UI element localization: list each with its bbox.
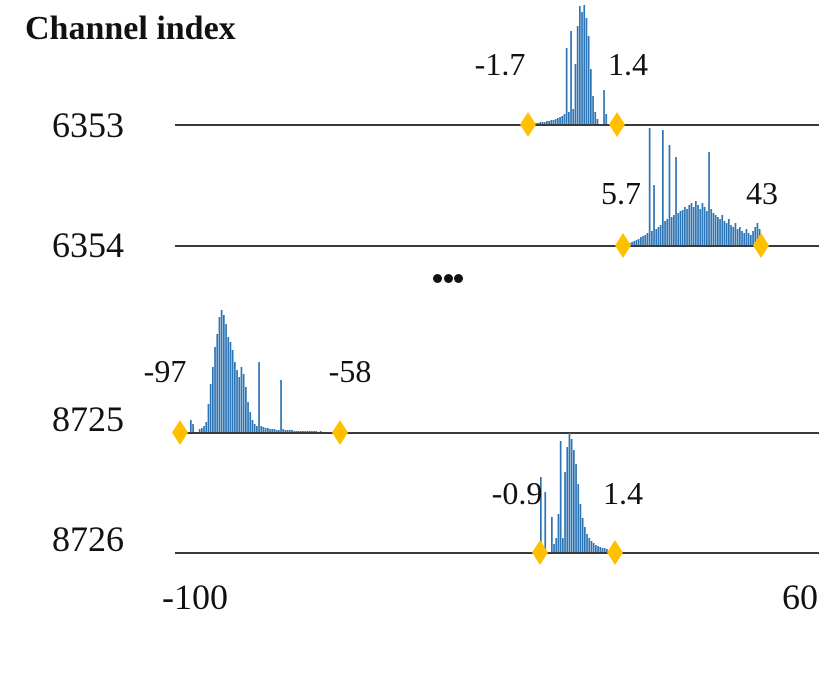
clip-max-marker-diamond-icon <box>607 540 623 565</box>
row-axis-line <box>175 124 819 126</box>
clip-max-marker-diamond-icon <box>609 112 625 137</box>
channel-label: 8726 <box>52 519 124 559</box>
clip-min-marker-diamond-icon <box>532 540 548 565</box>
clip-min-marker-diamond-icon <box>520 112 536 137</box>
clip-min-marker-diamond-icon <box>615 233 631 258</box>
x-axis-max-tick-label: 60 <box>782 577 818 617</box>
channel-label: 6354 <box>52 225 124 265</box>
ellipsis-dot <box>433 273 442 283</box>
clip-max-label: 1.4 <box>608 46 648 82</box>
clip-min-label: 5.7 <box>601 175 641 211</box>
histogram-bars <box>540 433 608 552</box>
clip-min-label: -97 <box>143 353 187 389</box>
clip-min-label: -0.9 <box>491 475 543 511</box>
ellipsis-dot <box>454 273 463 283</box>
clip-min-marker-diamond-icon <box>172 420 188 445</box>
channel-label: 8725 <box>52 399 124 439</box>
histogram-bars <box>190 310 322 432</box>
histogram-bars <box>535 5 608 124</box>
clip-max-label: -58 <box>328 353 372 389</box>
histogram-bars <box>629 128 768 245</box>
rows-ellipsis <box>433 273 465 292</box>
ellipsis-dot <box>443 273 453 283</box>
clip-min-label: -1.7 <box>474 46 526 82</box>
clip-max-marker-diamond-icon <box>753 233 769 258</box>
clip-max-label: 43 <box>746 175 778 211</box>
chart-title: Channel index <box>25 10 236 47</box>
channel-label: 6353 <box>52 105 124 145</box>
x-axis-min-tick-label: -100 <box>162 577 228 617</box>
clip-max-marker-diamond-icon <box>332 420 348 445</box>
clip-max-label: 1.4 <box>603 475 643 511</box>
row-axis-line <box>175 552 819 554</box>
row-axis-line <box>175 245 819 247</box>
row-axis-line <box>175 432 819 434</box>
